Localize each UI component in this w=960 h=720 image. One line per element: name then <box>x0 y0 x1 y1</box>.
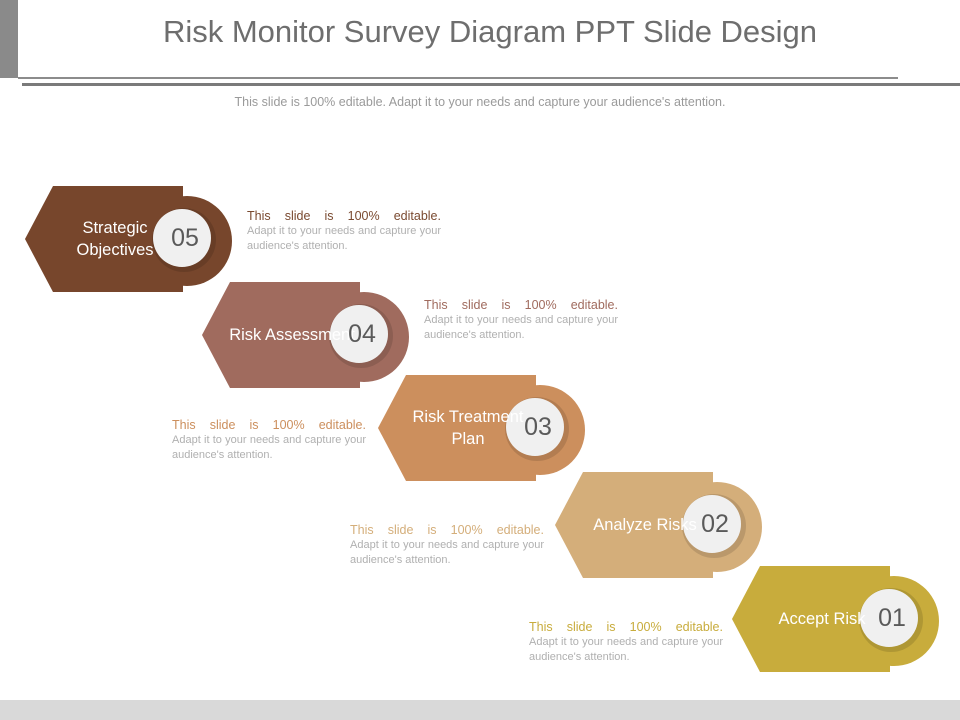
step-04-number: 04 <box>348 319 376 348</box>
note-step-03-body: Adapt it to your needs and capture your … <box>172 434 366 461</box>
step-03-number: 03 <box>524 412 552 441</box>
step-04: Risk Assessment 04 <box>202 282 412 392</box>
note-step-03: This slide is 100% editable. Adapt it to… <box>172 417 366 463</box>
note-step-02: This slide is 100% editable. Adapt it to… <box>350 522 544 568</box>
note-step-05-body: Adapt it to your needs and capture your … <box>247 225 441 252</box>
note-step-02-body: Adapt it to your needs and capture your … <box>350 539 544 566</box>
slide-subtitle: This slide is 100% editable. Adapt it to… <box>234 95 726 109</box>
note-step-04-body: Adapt it to your needs and capture your … <box>424 314 618 341</box>
step-02: Analyze Risks 02 <box>555 472 765 582</box>
step-01-label: Accept Risk <box>778 610 866 628</box>
step-01: Accept Risk 01 <box>732 566 942 676</box>
note-step-05: This slide is 100% editable. Adapt it to… <box>247 208 441 254</box>
step-01-shape <box>732 566 939 672</box>
note-step-03-lead: This slide is 100% editable. <box>172 418 366 432</box>
note-step-04: This slide is 100% editable. Adapt it to… <box>424 297 618 343</box>
title-underline <box>22 83 960 86</box>
step-05-shape <box>25 186 232 292</box>
step-02-number: 02 <box>701 509 729 538</box>
left-accent-bar <box>0 0 18 78</box>
note-step-04-lead: This slide is 100% editable. <box>424 298 618 312</box>
footer-band <box>0 700 960 720</box>
title-divider <box>18 77 898 79</box>
note-step-01: This slide is 100% editable. Adapt it to… <box>529 619 723 665</box>
step-02-shape <box>555 472 762 578</box>
note-step-01-lead: This slide is 100% editable. <box>529 620 723 634</box>
step-04-shape <box>202 282 409 388</box>
step-03: Risk Treatment Plan 03 <box>378 375 588 485</box>
note-step-05-lead: This slide is 100% editable. <box>247 209 441 223</box>
slide-title: Risk Monitor Survey Diagram PPT Slide De… <box>162 14 818 49</box>
step-03-label: Risk Treatment Plan <box>412 408 524 448</box>
step-05: Strategic Objectives 05 <box>25 186 235 296</box>
note-step-01-body: Adapt it to your needs and capture your … <box>529 636 723 663</box>
note-step-02-lead: This slide is 100% editable. <box>350 523 544 537</box>
step-03-shape <box>378 375 585 481</box>
step-05-label: Strategic Objectives <box>76 219 154 259</box>
step-01-number: 01 <box>878 603 906 632</box>
step-05-number: 05 <box>171 223 199 252</box>
step-02-label: Analyze Risks <box>593 516 697 534</box>
step-04-label: Risk Assessment <box>229 326 355 344</box>
